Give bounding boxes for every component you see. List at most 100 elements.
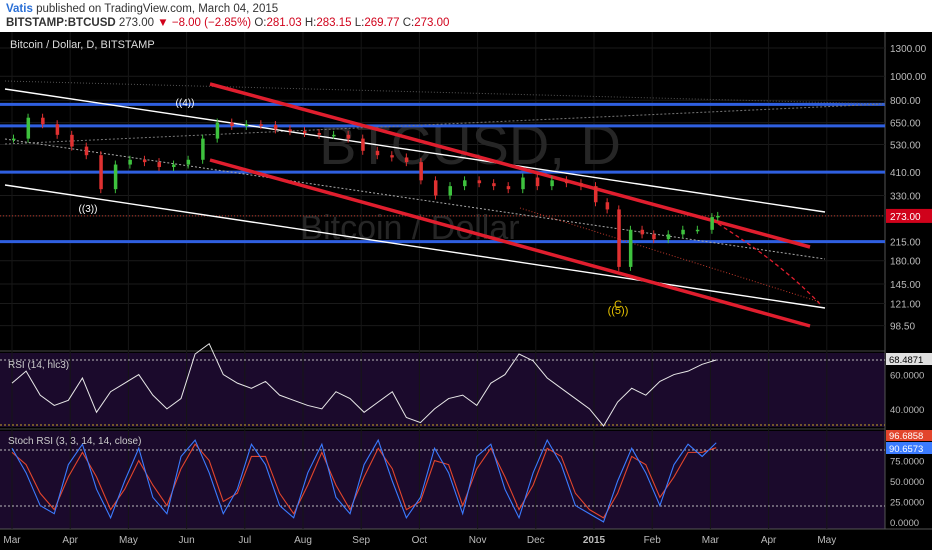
stoch-k-line xyxy=(11,438,717,523)
time-tick-label: May xyxy=(817,535,836,546)
candle xyxy=(172,164,176,168)
price-axis[interactable]: 1300.00 1000.00 800.00 650.00 530.00 410.00 33… xyxy=(886,44,932,333)
time-tick-label: Apr xyxy=(761,535,777,546)
author-link[interactable]: Vatis xyxy=(6,3,33,15)
stoch-tick-label: 50.0000 xyxy=(890,477,924,488)
rsi-label: RSI (14, hlc3) xyxy=(8,360,69,371)
candle xyxy=(535,177,540,187)
time-tick-label: Jun xyxy=(179,535,195,546)
candle xyxy=(433,180,438,196)
price-tick-label: 145.00 xyxy=(890,280,921,291)
chart-canvas[interactable]: BTCUSD, D Bitcoin / Dollar Bitcoin / Dol… xyxy=(0,32,932,550)
price-tick-label: 650.00 xyxy=(890,119,921,130)
rsi-line xyxy=(11,342,717,427)
channel-upper-line[interactable] xyxy=(4,88,826,213)
wave-label-3: ((3)) xyxy=(79,204,98,215)
stoch-axis: 75.0000 50.0000 25.0000 0.0000 96.6858 90.657… xyxy=(886,430,932,529)
candle xyxy=(419,162,423,181)
time-tick-label: Aug xyxy=(294,535,312,546)
dotted-trendline xyxy=(4,103,885,145)
candle xyxy=(594,186,598,203)
channel-lower-line[interactable] xyxy=(4,184,826,309)
candle xyxy=(477,180,482,184)
candle xyxy=(113,164,118,190)
candle xyxy=(564,180,569,184)
candle xyxy=(99,155,103,190)
time-tick-label: 2015 xyxy=(583,535,606,546)
last-price-badge xyxy=(886,208,932,223)
stoch-d-badge xyxy=(886,442,932,454)
candle xyxy=(605,202,610,210)
wave-label-5: ((5)) xyxy=(608,305,629,317)
stoch-k-value: 96.6858 xyxy=(889,431,923,442)
published-text: published on TradingView.com, March 04, … xyxy=(36,3,279,15)
high-value: 283.15 xyxy=(316,17,352,29)
candle xyxy=(215,122,220,139)
low-value: 269.77 xyxy=(364,17,400,29)
candle xyxy=(303,131,307,133)
time-tick-label: Feb xyxy=(644,535,662,546)
time-tick-label: Mar xyxy=(3,535,21,546)
time-tick-label: Nov xyxy=(469,535,487,546)
candle xyxy=(375,150,380,156)
candle xyxy=(390,155,394,158)
stoch-d-value: 90.6573 xyxy=(889,444,923,455)
candle xyxy=(361,138,365,151)
candle xyxy=(550,180,554,187)
candle xyxy=(157,162,161,168)
time-tick-label: Dec xyxy=(527,535,545,546)
candle xyxy=(448,186,452,196)
symbol-label: BITSTAMP:BTCUSD xyxy=(6,17,116,29)
time-axis[interactable]: Mar Apr May Jun Jul Aug Sep Oct Nov Dec 2015 Feb Mar… xyxy=(3,535,836,546)
time-tick-label: Apr xyxy=(62,535,78,546)
red-channel-lower[interactable] xyxy=(209,158,811,328)
red-dotted-projection xyxy=(519,207,821,303)
candle xyxy=(201,138,205,160)
close-value: 273.00 xyxy=(414,17,450,29)
candle xyxy=(70,134,74,147)
candle xyxy=(521,177,525,190)
publish-header: Vatis published on TradingView.com, Marc… xyxy=(0,0,932,32)
candle xyxy=(579,183,583,187)
candle xyxy=(142,159,147,163)
time-tick-label: Mar xyxy=(702,535,720,546)
candle xyxy=(506,186,511,190)
rsi-axis: 60.0000 40.0000 68.4871 xyxy=(886,353,932,416)
candle xyxy=(332,134,336,137)
price-tick-label: 530.00 xyxy=(890,141,921,152)
candle xyxy=(716,215,720,218)
time-tick-label: Sep xyxy=(352,535,370,546)
candle xyxy=(26,117,31,139)
candle xyxy=(55,124,60,135)
open-label: O: xyxy=(254,17,267,29)
candle xyxy=(288,129,292,132)
stoch-tick-label: 75.0000 xyxy=(890,457,924,468)
price-tick-label: 215.00 xyxy=(890,238,921,249)
red-channel-upper[interactable] xyxy=(209,82,811,249)
price-tick-label: 1000.00 xyxy=(890,72,927,83)
candle xyxy=(128,159,132,165)
rsi-tick-label: 60.0000 xyxy=(890,371,924,382)
candle xyxy=(244,124,249,126)
candle xyxy=(695,229,700,232)
candle xyxy=(652,234,656,240)
price-tick-label: 273.00 xyxy=(890,212,921,223)
price-tick-label: 121.00 xyxy=(890,299,921,310)
price-candles xyxy=(12,113,720,271)
candle xyxy=(230,122,234,126)
rsi-tick-label: 40.0000 xyxy=(890,405,924,416)
candle xyxy=(617,209,621,267)
candle xyxy=(666,234,671,240)
rsi-panel-bg xyxy=(0,353,885,427)
candle xyxy=(681,229,685,235)
price-tick-label: 98.50 xyxy=(890,322,915,333)
red-projection-path xyxy=(711,219,821,305)
candle xyxy=(492,183,496,187)
stoch-rsi-panel: Stoch RSI (3, 3, 14, 14, close) 75.0000 5… xyxy=(0,430,932,529)
candle xyxy=(41,117,45,125)
stoch-k-badge xyxy=(886,430,932,441)
rsi-value-badge xyxy=(886,353,932,365)
open-value: 281.03 xyxy=(266,17,302,29)
stoch-tick-label: 0.0000 xyxy=(890,518,919,529)
price-tick-label: 1300.00 xyxy=(890,44,927,55)
